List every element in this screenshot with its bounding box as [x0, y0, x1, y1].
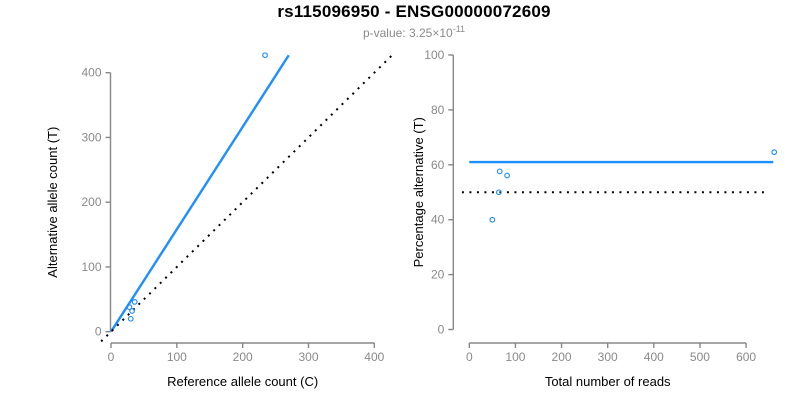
y-tick-label: 200 [81, 195, 101, 209]
data-point [504, 172, 511, 179]
y-tick-label: 400 [81, 66, 101, 80]
x-tick-label: 200 [552, 350, 572, 364]
y-tick-label: 0 [438, 323, 445, 337]
data-point [131, 299, 138, 305]
x-axis-label: Total number of reads [545, 374, 671, 389]
x-tick-label: 0 [108, 350, 115, 364]
data-point [495, 189, 502, 196]
x-tick-label: 300 [298, 350, 318, 364]
y-tick-label: 40 [431, 213, 445, 227]
x-tick-label: 300 [598, 350, 618, 364]
y-tick-label: 300 [81, 130, 101, 144]
data-point [126, 304, 133, 310]
data-point [262, 52, 268, 59]
identity-line [100, 52, 395, 343]
plot-percentage-alternative: 0 100 200 300 400 500 600 0 20 40 60 80 100 Total num… [411, 48, 778, 389]
data-point [127, 315, 134, 322]
x-tick-label: 200 [233, 350, 253, 364]
data-point [129, 308, 135, 314]
data-point [771, 149, 778, 156]
y-tick-label: 60 [431, 158, 445, 172]
x-tick-label: 600 [736, 350, 756, 364]
x-tick-label: 0 [466, 350, 473, 364]
x-tick-label: 100 [167, 350, 187, 364]
y-tick-label: 20 [431, 268, 445, 282]
x-axis-label: Reference allele count (C) [167, 374, 318, 389]
data-point [489, 216, 496, 223]
y-axis-label: Alternative allele count (T) [45, 127, 60, 278]
x-tick-label: 100 [505, 350, 525, 364]
y-tick-label: 80 [431, 103, 445, 117]
x-tick-label: 400 [364, 350, 384, 364]
y-tick-label: 100 [424, 48, 444, 62]
regression-line [109, 54, 290, 333]
data-point [496, 168, 503, 175]
x-tick-label: 500 [690, 350, 710, 364]
y-axis-label: Percentage alternative (T) [411, 117, 426, 267]
x-tick-label: 400 [644, 350, 664, 364]
y-tick-label: 0 [95, 325, 102, 339]
plot-allele-counts: 0 100 200 300 400 0 100 200 300 400 Reference alle… [45, 52, 395, 389]
y-tick-label: 100 [81, 260, 101, 274]
